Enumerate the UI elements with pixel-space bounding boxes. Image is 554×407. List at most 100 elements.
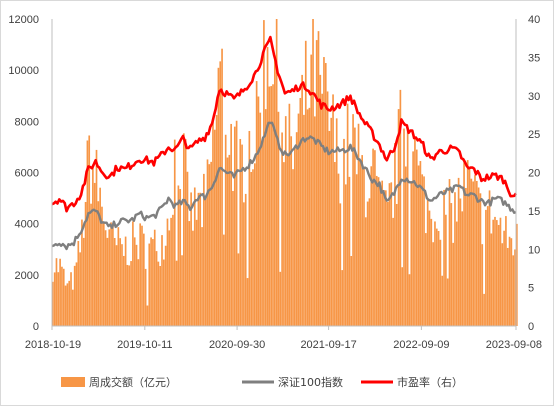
volume-bar bbox=[381, 180, 384, 326]
volume-bar bbox=[485, 209, 487, 326]
volume-bar bbox=[303, 114, 305, 326]
volume-bar bbox=[315, 40, 318, 327]
volume-bar bbox=[88, 135, 91, 326]
volume-bar bbox=[259, 112, 262, 326]
volume-bar bbox=[177, 185, 180, 326]
volume-bar bbox=[126, 264, 129, 326]
volume-bar bbox=[410, 181, 413, 326]
volume-bar bbox=[233, 126, 236, 327]
volume-bar bbox=[121, 244, 123, 326]
volume-bar bbox=[324, 63, 327, 326]
volume-bar bbox=[350, 256, 353, 326]
y-left-tick-label: 4000 bbox=[15, 219, 39, 231]
volume-bar bbox=[408, 274, 411, 326]
volume-bar bbox=[430, 218, 433, 326]
volume-bar bbox=[210, 161, 212, 326]
volume-bar bbox=[455, 221, 458, 326]
volume-bar bbox=[264, 109, 267, 326]
volume-bar bbox=[494, 216, 496, 326]
volume-bar bbox=[339, 203, 342, 326]
y-right-tick-label: 25 bbox=[528, 129, 540, 141]
volume-bar bbox=[57, 272, 60, 326]
volume-bar bbox=[466, 160, 469, 326]
volume-bar bbox=[144, 268, 147, 326]
volume-bar bbox=[221, 48, 223, 326]
y-right-tick-label: 0 bbox=[528, 321, 534, 333]
volume-bar bbox=[101, 206, 103, 326]
volume-bar bbox=[117, 227, 120, 326]
volume-bar bbox=[66, 283, 69, 326]
volume-bar bbox=[172, 214, 174, 326]
volume-bar bbox=[139, 223, 142, 326]
volume-bar bbox=[516, 223, 518, 326]
volume-bar bbox=[459, 198, 462, 326]
x-tick-label: 2022-09-09 bbox=[393, 339, 449, 351]
volume-bar bbox=[328, 130, 331, 326]
volume-bar bbox=[337, 173, 340, 326]
volume-bar bbox=[443, 189, 445, 326]
volume-bar bbox=[266, 47, 269, 327]
volume-bar bbox=[417, 165, 420, 326]
volume-bar bbox=[113, 237, 116, 326]
volume-bar bbox=[199, 192, 202, 326]
y-right-tick-label: 10 bbox=[528, 244, 540, 256]
volume-bar bbox=[155, 251, 158, 326]
volume-bar bbox=[132, 221, 134, 326]
volume-bar bbox=[86, 140, 89, 326]
volume-bar bbox=[457, 177, 460, 326]
volume-bar bbox=[163, 259, 165, 326]
volume-bar bbox=[343, 138, 345, 326]
volume-bar bbox=[344, 184, 347, 326]
volume-bar bbox=[366, 201, 369, 326]
volume-bar bbox=[352, 114, 354, 326]
volume-bar bbox=[445, 214, 447, 326]
volume-bar bbox=[392, 217, 394, 326]
y-right-tick-label: 30 bbox=[528, 91, 540, 103]
volume-bar bbox=[213, 129, 216, 326]
volume-bar bbox=[474, 175, 476, 326]
volume-bar bbox=[299, 97, 302, 326]
volume-bar bbox=[374, 150, 376, 326]
volume-bar bbox=[273, 58, 276, 327]
volume-bar bbox=[261, 142, 263, 326]
volume-bar bbox=[164, 245, 167, 326]
volume-bar bbox=[152, 239, 154, 326]
volume-bar bbox=[195, 219, 198, 326]
volume-bar bbox=[428, 210, 431, 326]
volume-bar bbox=[184, 139, 187, 326]
volume-bar bbox=[253, 163, 256, 326]
y-left-tick-label: 6000 bbox=[15, 168, 39, 180]
volume-bar bbox=[146, 305, 149, 326]
volume-bar bbox=[112, 225, 114, 326]
volume-bar bbox=[384, 190, 387, 326]
volume-bar bbox=[501, 243, 504, 326]
volume-bar bbox=[346, 103, 349, 326]
volume-bar bbox=[130, 261, 132, 326]
y-left-tick-label: 2000 bbox=[15, 270, 39, 282]
volume-bar bbox=[510, 238, 513, 326]
volume-bar bbox=[437, 230, 440, 326]
volume-bar bbox=[314, 116, 316, 326]
volume-bar bbox=[370, 166, 373, 326]
y-left-tick-label: 10000 bbox=[8, 65, 39, 77]
volume-bar bbox=[224, 134, 227, 326]
volume-bar bbox=[317, 31, 320, 326]
volume-bar bbox=[461, 211, 464, 326]
volume-bar bbox=[452, 242, 454, 326]
y-right-tick-label: 15 bbox=[528, 206, 540, 218]
volume-bar bbox=[405, 166, 407, 326]
volume-bar bbox=[128, 265, 131, 326]
volume-bar bbox=[235, 120, 238, 327]
volume-bar bbox=[82, 237, 85, 326]
x-tick-label: 2023-09-08 bbox=[486, 339, 542, 351]
volume-bar bbox=[190, 192, 192, 326]
volume-bar bbox=[279, 271, 282, 326]
volume-bar bbox=[188, 221, 191, 326]
volume-bar bbox=[512, 255, 515, 326]
volume-bar bbox=[368, 198, 371, 326]
volume-bar bbox=[412, 151, 414, 326]
volume-bar bbox=[355, 174, 358, 326]
volume-bar bbox=[295, 132, 298, 326]
volume-bar bbox=[421, 174, 424, 326]
volume-bar bbox=[312, 19, 314, 326]
